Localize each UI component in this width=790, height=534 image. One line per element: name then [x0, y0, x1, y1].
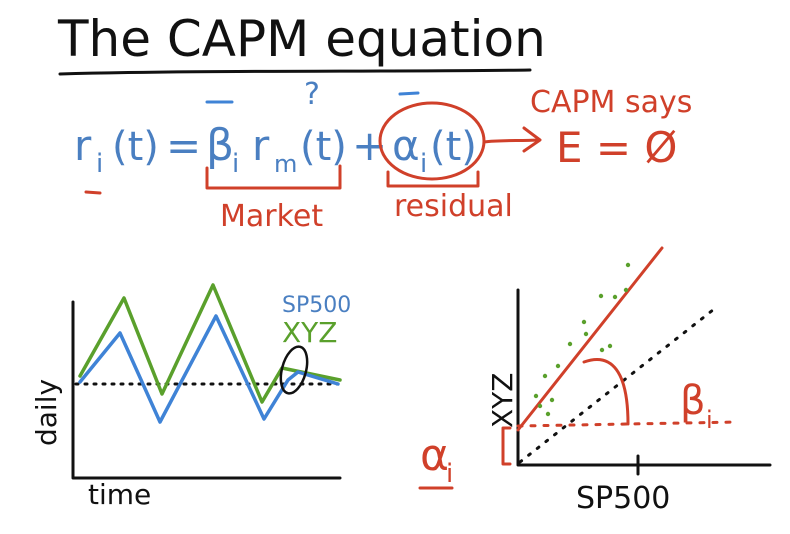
scatter-point: [533, 393, 539, 399]
sp500-series-line: [78, 314, 340, 424]
scatter-point: [537, 403, 543, 409]
scatter-point: [607, 343, 613, 349]
left-plot-axes: [71, 300, 342, 480]
left-plot-xlabel: time: [88, 478, 151, 511]
scatter-point: [625, 262, 631, 268]
market-argument: (t): [300, 124, 347, 170]
capm-says-label: CAPM says: [530, 85, 692, 120]
market-subscript: m: [274, 150, 297, 178]
scatter-point: [599, 347, 605, 353]
market-return: r: [252, 121, 270, 170]
scatter-point: [612, 294, 618, 300]
title-underline: [58, 68, 532, 76]
residual-bracket: [386, 170, 480, 188]
left-plot-ylabel: daily: [30, 379, 63, 446]
beta-label: β: [680, 378, 706, 424]
alpha-label: α: [420, 430, 449, 481]
lhs-subscript: i: [96, 149, 103, 179]
alpha-argument: (t): [430, 124, 477, 170]
scatter-point: [549, 397, 555, 403]
scatter-point: [542, 373, 548, 379]
question-mark: ?: [304, 77, 320, 112]
scatter-point: [583, 331, 589, 337]
lhs-return: r: [74, 121, 92, 170]
residual-label: residual: [394, 189, 513, 224]
right-plot-ylabel: XYZ: [486, 373, 519, 428]
market-label: Market: [220, 199, 323, 234]
beta-symbol: β: [206, 120, 234, 171]
scatter-point: [581, 319, 587, 325]
page-title: The CAPM equation: [57, 10, 546, 68]
scatter-point: [555, 363, 561, 369]
alpha-subscript: i: [420, 149, 427, 179]
legend-xyz: XYZ: [282, 316, 337, 349]
lhs-argument: (t): [112, 124, 159, 170]
market-bracket: [205, 164, 342, 190]
alpha-bar: [398, 91, 420, 96]
scatter-point: [545, 411, 551, 417]
right-plot-xlabel: SP500: [576, 481, 670, 516]
beta-arc: [582, 358, 630, 426]
alpha-label-subscript: i: [446, 459, 453, 489]
alpha-dotted-line: [516, 420, 740, 428]
scatter-point: [598, 293, 604, 299]
beta-label-subscript: i: [706, 406, 713, 434]
daily-returns-plot: SP500 XYZ daily time: [30, 283, 351, 511]
regression-scatter-plot: XYZ SP500 β i α i: [418, 246, 772, 516]
legend-sp500: SP500: [282, 293, 351, 318]
regression-line: [516, 246, 664, 432]
scatter-point: [567, 341, 573, 347]
alpha-bracket: [501, 426, 512, 466]
arrow-shaft: [482, 138, 540, 144]
divergence-circle: [279, 345, 309, 395]
unity-dotted-line: [518, 304, 720, 464]
scatter-points: [533, 262, 631, 417]
arrow-head: [522, 126, 542, 153]
right-plot-axes: [516, 288, 772, 467]
alpha-symbol: α: [392, 121, 420, 170]
equals-sign: =: [166, 121, 201, 170]
beta-subscript: i: [232, 149, 239, 179]
scatter-point: [623, 287, 629, 293]
expectation-zero: E = Ø: [556, 123, 678, 172]
capm-equation: r i (t) = ? β i r m (t) + α i (t) CAPM s…: [74, 77, 692, 234]
lhs-underline-mark: [84, 190, 102, 195]
